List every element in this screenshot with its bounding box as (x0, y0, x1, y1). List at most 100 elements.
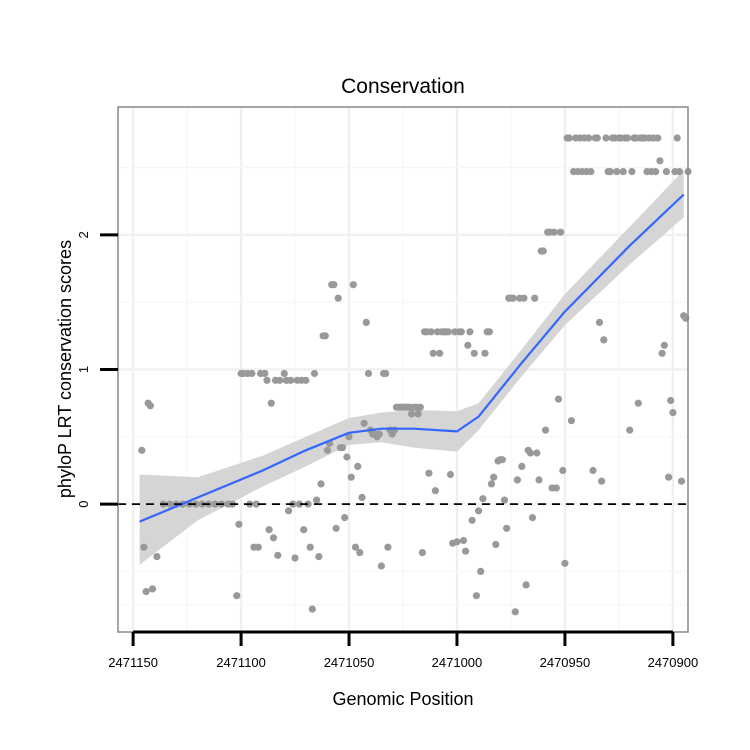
data-point-214 (660, 341, 668, 349)
data-point-144 (509, 294, 517, 302)
data-point-69 (347, 473, 355, 481)
data-point-180 (587, 168, 595, 176)
data-point-152 (526, 449, 535, 457)
data-point-189 (606, 168, 614, 176)
y-axis-title: phyloP LRT conservation scores (55, 240, 75, 498)
data-point-131 (481, 349, 489, 357)
data-point-106 (427, 328, 435, 336)
data-point-120 (457, 328, 465, 336)
data-point-218 (669, 409, 677, 417)
data-point-52 (310, 369, 319, 378)
data-point-150 (522, 581, 530, 589)
data-point-140 (500, 496, 509, 504)
smooth-line (139, 193, 685, 523)
data-point-171 (567, 417, 576, 425)
data-point-8 (166, 500, 174, 508)
data-point-61 (330, 281, 338, 289)
data-point-198 (626, 426, 634, 434)
data-point-148 (518, 462, 526, 470)
data-point-149 (520, 294, 528, 302)
data-point-110 (436, 349, 444, 357)
data-point-38 (280, 369, 288, 378)
data-point-28 (254, 543, 262, 551)
data-point-36 (274, 551, 282, 559)
data-point-86 (384, 543, 392, 551)
data-point-74 (358, 493, 366, 501)
confidence-ribbon (139, 170, 684, 565)
data-point-20 (235, 520, 243, 528)
data-point-130 (479, 495, 487, 503)
data-point-55 (317, 480, 325, 488)
data-point-202 (634, 399, 642, 407)
data-point-195 (619, 168, 627, 176)
data-point-108 (431, 487, 439, 495)
data-point-72 (354, 462, 362, 470)
data-point-123 (464, 341, 472, 349)
data-point-30 (261, 369, 269, 378)
grid-lines (118, 107, 688, 632)
data-point-66 (341, 514, 349, 522)
data-point-187 (602, 134, 610, 142)
data-point-216 (665, 473, 673, 481)
data-point-105 (425, 469, 433, 477)
data-point-2 (142, 588, 150, 596)
data-point-154 (531, 294, 539, 302)
data-point-197 (623, 134, 632, 142)
data-point-212 (656, 157, 664, 165)
data-point-199 (628, 168, 636, 176)
data-point-185 (598, 477, 606, 485)
data-point-58 (323, 446, 331, 454)
data-point-133 (485, 328, 493, 336)
data-point-89 (390, 426, 398, 434)
data-point-41 (287, 376, 295, 384)
data-point-57 (321, 332, 329, 340)
data-point-167 (559, 466, 567, 475)
data-point-115 (446, 470, 455, 479)
data-point-145 (511, 608, 519, 616)
y-tick-label-2: 2 (76, 231, 91, 238)
x-tick-label-5: 2470900 (648, 655, 699, 670)
data-point-166 (557, 228, 565, 236)
data-point-181 (589, 466, 597, 475)
data-point-77 (364, 369, 373, 378)
data-point-33 (267, 399, 275, 407)
data-point-179 (585, 134, 593, 142)
data-point-83 (377, 562, 385, 570)
data-point-168 (561, 559, 569, 567)
x-axis-title: Genomic Position (332, 689, 473, 709)
data-point-165 (554, 395, 563, 403)
data-point-1 (140, 543, 148, 551)
data-point-221 (675, 168, 684, 176)
x-tick-label-1: 2471100 (216, 655, 266, 670)
x-tick-label-4: 2470950 (540, 655, 591, 670)
data-point-135 (490, 473, 498, 481)
y-tick-label-0: 0 (76, 500, 91, 507)
data-point-32 (265, 526, 273, 534)
data-point-0 (138, 446, 146, 454)
smooth-line-group (139, 193, 685, 523)
data-point-37 (276, 376, 284, 384)
data-point-19 (233, 592, 241, 600)
data-point-107 (429, 349, 437, 357)
data-point-68 (345, 433, 353, 441)
data-point-192 (613, 168, 621, 176)
data-point-53 (313, 496, 321, 504)
x-tick-label-0: 2471150 (108, 655, 158, 670)
data-point-27 (252, 500, 260, 508)
data-point-6 (153, 553, 161, 561)
data-point-141 (503, 524, 511, 532)
data-point-25 (248, 369, 256, 378)
data-point-67 (343, 453, 351, 461)
x-tick-label-3: 2471000 (432, 655, 483, 670)
data-point-220 (673, 134, 681, 142)
data-point-5 (148, 585, 157, 593)
confidence-ribbon-group (139, 170, 684, 565)
data-point-48 (302, 376, 310, 384)
data-point-101 (416, 403, 424, 411)
axes: 2471150 2471100 2471050 2471000 2470950 24709… (76, 231, 698, 670)
data-point-129 (477, 567, 485, 576)
data-point-186 (600, 336, 608, 344)
data-point-51 (308, 605, 316, 613)
data-point-146 (513, 476, 522, 484)
data-point-184 (595, 318, 604, 326)
